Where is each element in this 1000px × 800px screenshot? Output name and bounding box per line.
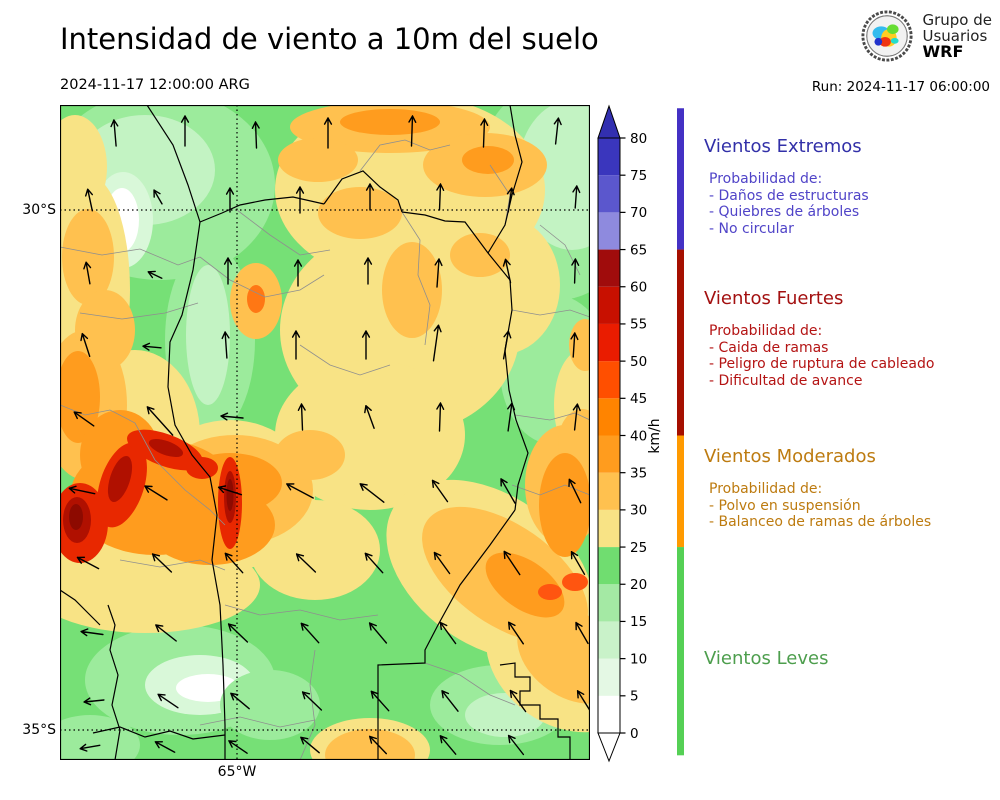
province-borders (60, 105, 571, 760)
legend-title-extremos: Vientos Extremos (704, 136, 862, 157)
colorbar-segments (598, 138, 620, 733)
svg-text:20: 20 (630, 577, 647, 593)
grid-lines (60, 105, 590, 760)
svg-text:55: 55 (630, 317, 647, 333)
svg-text:75: 75 (630, 168, 647, 184)
svg-text:30: 30 (630, 503, 647, 519)
legend-item: Probabilidad de: (709, 481, 823, 497)
y-axis-label-30s: 30°S (22, 202, 56, 218)
svg-text:15: 15 (630, 614, 647, 630)
logo-text: Grupo de Usuarios WRF (922, 12, 992, 60)
legend-item: - Quiebres de árboles (709, 204, 860, 220)
svg-text:40: 40 (630, 428, 647, 444)
legend-title-leves: Vientos Leves (704, 648, 829, 669)
y-axis-label-35s: 35°S (22, 722, 56, 738)
colorbar-ticks: 0 5 10 15 20 25 30 35 40 45 50 55 60 65 70 75 80 (620, 131, 647, 742)
legend-item: - Peligro de ruptura de cableado (709, 356, 935, 372)
wind-arrows (68, 115, 590, 756)
category-bar (677, 108, 684, 756)
legend-item: Probabilidad de: (709, 323, 823, 339)
wrf-users-group-logo: Grupo de Usuarios WRF (860, 8, 992, 64)
x-axis-label-65w: 65°W (217, 764, 257, 780)
legend-item: - Dificultad de avance (709, 372, 863, 389)
svg-text:80: 80 (630, 131, 647, 147)
svg-text:50: 50 (630, 354, 647, 370)
category-bar-segments (677, 108, 684, 756)
colorbar-under-arrow (597, 732, 621, 763)
logo-line-3: WRF (922, 42, 964, 61)
legend-item: - Caida de ramas (709, 339, 829, 356)
legend-body-fuertes: Probabilidad de: - Caida de ramas - Peligr… (704, 323, 934, 389)
svg-text:10: 10 (630, 651, 647, 667)
svg-text:60: 60 (630, 280, 647, 296)
legend-body-moderados: Probabilidad de: - Polvo en suspensión - B… (704, 481, 931, 531)
legend-section-moderados: Vientos Moderados Probabilidad de: - Polvo… (704, 446, 931, 531)
legend-section-leves: Vientos Leves (704, 648, 828, 683)
legend-item: - Polvo en suspensión (709, 497, 861, 514)
wind-category-legend: Vientos Extremos Probabilidad de: - Daños … (704, 0, 996, 800)
legend-title-moderados: Vientos Moderados (704, 446, 876, 467)
svg-text:0: 0 (630, 726, 639, 742)
legend-section-fuertes: Vientos Fuertes Probabilidad de: - Caida d… (704, 288, 934, 389)
svg-text:45: 45 (630, 391, 647, 407)
svg-text:5: 5 (630, 689, 639, 705)
legend-item: - Balanceo de ramas de árboles (709, 514, 932, 530)
legend-item: - No circular (709, 220, 794, 237)
colorbar-over-arrow (597, 104, 621, 139)
map-frame (60, 105, 590, 760)
svg-text:70: 70 (630, 205, 647, 221)
logo-line-1: Grupo de (922, 11, 992, 29)
colorbar-units-label: km/h (647, 418, 663, 453)
page-title: Intensidad de viento a 10m del suelo (60, 22, 599, 56)
colorbar: 0 5 10 15 20 25 30 35 40 45 50 55 60 65 70 75 80 km/h (597, 104, 663, 763)
legend-item: - Daños de estructuras (709, 187, 869, 204)
svg-text:35: 35 (630, 465, 647, 481)
wind-intensity-map (60, 105, 590, 760)
valid-time-label: 2024-11-17 12:00:00 ARG (60, 77, 250, 93)
legend-title-fuertes: Vientos Fuertes (704, 288, 844, 309)
legend-item: Probabilidad de: (709, 171, 823, 187)
run-time-label: Run: 2024-11-17 06:00:00 (811, 79, 990, 95)
svg-text:65: 65 (630, 242, 647, 258)
svg-text:25: 25 (630, 540, 647, 556)
logo-line-2: Usuarios (922, 27, 988, 45)
legend-body-extremos: Probabilidad de: - Daños de estructuras - … (704, 171, 869, 237)
wrf-logo-emblem-icon (861, 10, 914, 62)
legend-section-extremos: Vientos Extremos Probabilidad de: - Daños … (704, 136, 869, 237)
